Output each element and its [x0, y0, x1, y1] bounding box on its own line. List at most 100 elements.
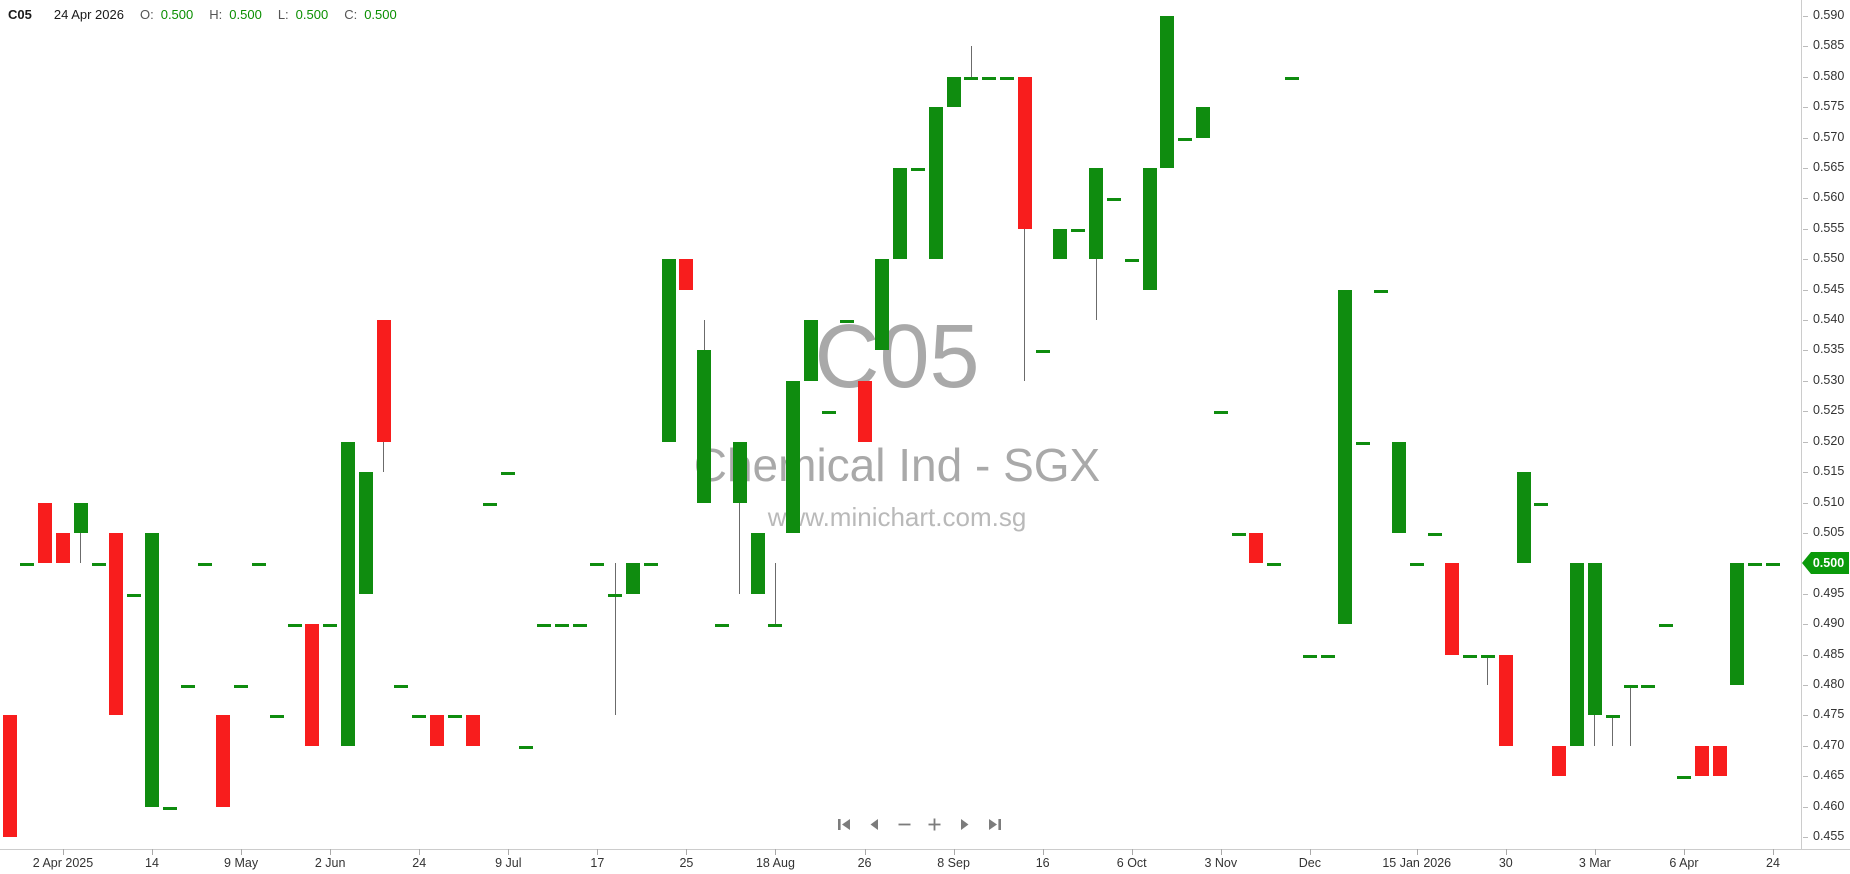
- candle-up[interactable]: [1195, 107, 1210, 138]
- candle-up[interactable]: [1605, 715, 1620, 719]
- candle-down[interactable]: [1552, 745, 1567, 777]
- candle-up[interactable]: [1374, 289, 1389, 293]
- candle-up[interactable]: [750, 532, 765, 594]
- candle-down[interactable]: [1498, 654, 1513, 746]
- candle-up[interactable]: [804, 320, 819, 381]
- candle-up[interactable]: [91, 563, 106, 567]
- candle-up[interactable]: [1623, 684, 1638, 688]
- candle-up[interactable]: [697, 350, 712, 503]
- candle-up[interactable]: [447, 715, 462, 719]
- candle-down[interactable]: [305, 624, 320, 746]
- candlestick-plot[interactable]: C05 Chemical Ind - SGX www.minichart.com…: [0, 0, 1801, 849]
- zoom-in-button[interactable]: [926, 816, 943, 833]
- candle-up[interactable]: [1391, 441, 1406, 533]
- candle-up[interactable]: [73, 502, 88, 533]
- candle-up[interactable]: [127, 593, 142, 597]
- candle-up[interactable]: [1587, 563, 1602, 716]
- candle-up[interactable]: [964, 76, 979, 80]
- candle-up[interactable]: [982, 76, 997, 80]
- candle-up[interactable]: [715, 624, 730, 628]
- candle-down[interactable]: [109, 532, 124, 716]
- candle-up[interactable]: [287, 624, 302, 628]
- candle-up[interactable]: [875, 259, 890, 351]
- skip-to-start-button[interactable]: [836, 816, 853, 833]
- candle-up[interactable]: [554, 624, 569, 628]
- candle-up[interactable]: [519, 745, 534, 749]
- candle-down[interactable]: [1694, 745, 1709, 777]
- candle-up[interactable]: [536, 624, 551, 628]
- candle-up[interactable]: [234, 684, 249, 688]
- candle-up[interactable]: [483, 502, 498, 506]
- candle-up[interactable]: [1748, 563, 1763, 567]
- candle-up[interactable]: [394, 684, 409, 688]
- candle-up[interactable]: [1320, 654, 1335, 658]
- candle-down[interactable]: [465, 715, 480, 746]
- candle-up[interactable]: [1106, 198, 1121, 202]
- candle-up[interactable]: [1534, 502, 1549, 506]
- candle-down[interactable]: [216, 715, 231, 807]
- candle-up[interactable]: [145, 532, 159, 807]
- candle-up[interactable]: [412, 715, 427, 719]
- candle-up[interactable]: [180, 684, 195, 688]
- candle-up[interactable]: [1089, 168, 1104, 260]
- candle-down[interactable]: [1445, 563, 1460, 655]
- candle-down[interactable]: [38, 502, 53, 564]
- candle-up[interactable]: [786, 380, 801, 533]
- candle-up[interactable]: [661, 259, 676, 442]
- candle-up[interactable]: [839, 320, 854, 324]
- candle-up[interactable]: [643, 563, 658, 567]
- candle-up[interactable]: [1053, 228, 1068, 260]
- candle-up[interactable]: [340, 441, 355, 746]
- candle-up[interactable]: [1285, 76, 1300, 80]
- candle-up[interactable]: [821, 411, 836, 415]
- candle-up[interactable]: [625, 563, 640, 594]
- step-back-button[interactable]: [866, 816, 883, 833]
- candle-up[interactable]: [732, 441, 747, 503]
- step-forward-button[interactable]: [956, 816, 973, 833]
- candle-up[interactable]: [1356, 441, 1371, 445]
- candle-up[interactable]: [1231, 532, 1246, 536]
- candle-down[interactable]: [2, 715, 17, 837]
- candle-up[interactable]: [1641, 684, 1656, 688]
- candle-up[interactable]: [269, 715, 284, 719]
- candle-up[interactable]: [162, 806, 177, 810]
- candle-up[interactable]: [572, 624, 587, 628]
- candle-up[interactable]: [1213, 411, 1228, 415]
- candle-up[interactable]: [323, 624, 338, 628]
- candle-up[interactable]: [1516, 472, 1531, 564]
- candle-down[interactable]: [55, 532, 70, 564]
- zoom-out-button[interactable]: [896, 816, 913, 833]
- candle-up[interactable]: [1302, 654, 1317, 658]
- candle-up[interactable]: [910, 168, 925, 172]
- candle-up[interactable]: [608, 593, 623, 597]
- candle-up[interactable]: [1142, 168, 1157, 290]
- candle-up[interactable]: [358, 472, 373, 594]
- candle-up[interactable]: [1570, 563, 1585, 746]
- candle-up[interactable]: [1766, 563, 1780, 567]
- candle-up[interactable]: [928, 107, 943, 260]
- candle-up[interactable]: [1659, 624, 1674, 628]
- candle-up[interactable]: [20, 563, 35, 567]
- candle-down[interactable]: [430, 715, 445, 746]
- candle-up[interactable]: [1730, 563, 1745, 685]
- candle-down[interactable]: [1017, 76, 1032, 229]
- candle-up[interactable]: [1463, 654, 1478, 658]
- candle-down[interactable]: [1249, 532, 1264, 564]
- candle-up[interactable]: [1124, 259, 1139, 263]
- candle-down[interactable]: [1712, 745, 1727, 777]
- candle-up[interactable]: [1071, 228, 1086, 232]
- candle-up[interactable]: [1676, 776, 1691, 780]
- candle-up[interactable]: [893, 168, 908, 260]
- candle-up[interactable]: [1409, 563, 1424, 567]
- candle-up[interactable]: [1035, 350, 1050, 354]
- candle-down[interactable]: [679, 259, 694, 290]
- candle-up[interactable]: [1160, 16, 1175, 169]
- candle-up[interactable]: [1338, 289, 1353, 625]
- candle-up[interactable]: [946, 76, 961, 108]
- candle-up[interactable]: [1267, 563, 1282, 567]
- candle-up[interactable]: [501, 472, 516, 476]
- candle-down[interactable]: [857, 380, 872, 442]
- candle-up[interactable]: [198, 563, 213, 567]
- candle-up[interactable]: [1427, 532, 1442, 536]
- candle-up[interactable]: [590, 563, 605, 567]
